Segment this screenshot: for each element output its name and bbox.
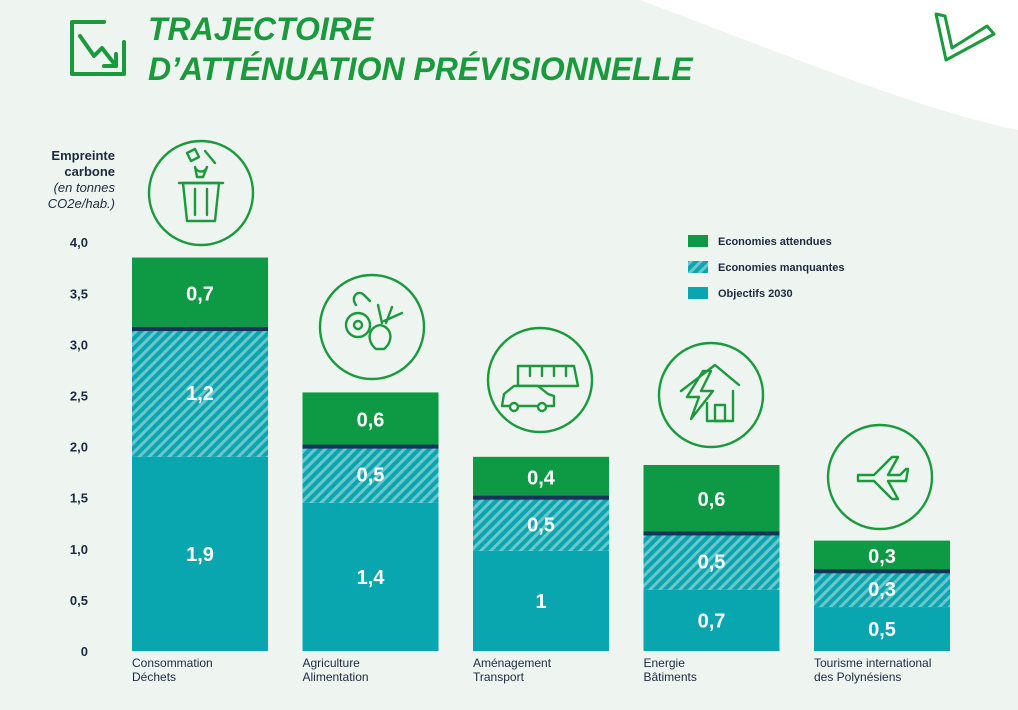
bar-label-objectifs-2030-2: 1 [535,591,546,613]
legend-swatch-attendues [688,235,708,247]
y-axis-ticks: 0 0,5 1,0 1,5 2,0 2,5 3,0 3,5 4,0 [70,235,88,659]
bar-economies-manquantes-1 [302,446,439,503]
category-label-0-line2: Déchets [132,670,176,684]
waste-bin-icon [147,139,255,247]
y-tick-7: 3,5 [70,286,88,301]
bar-label-economies-attendues-2: 0,4 [527,467,556,489]
vehicles-icon [486,326,594,434]
legend-label-manquantes: Economies manquantes [718,262,845,274]
category-label-3-line2: Bâtiments [644,670,697,684]
bar-economies-attendues-0 [132,257,268,330]
airplane-icon [826,423,934,531]
bar-objectifs-2030-2 [473,550,609,651]
bar-label-economies-attendues-0: 0,7 [186,283,214,305]
bar-objectifs-2030-3 [643,589,780,651]
bar-label-economies-manquantes-0: 1,2 [186,383,214,405]
bar-label-objectifs-2030-3: 0,7 [698,610,726,632]
bar-economies-attendues-1 [302,392,439,447]
bar-label-economies-attendues-3: 0,6 [698,489,726,511]
category-label-2-line2: Transport [473,670,525,684]
trend-down-logo-icon [70,20,126,76]
y-tick-6: 3,0 [70,337,88,352]
bar-label-economies-manquantes-1: 0,5 [357,465,385,487]
category-label-3-line1: Energie [644,656,686,670]
y-axis-label-line2: carbone [64,164,115,179]
bar-label-economies-manquantes-4: 0,3 [868,579,896,601]
category-label-0-line1: Consommation [132,656,213,670]
category-label-4-line1: Tourisme international [814,656,931,670]
legend-swatch-objectifs [688,287,708,299]
bar-objectifs-2030-1 [302,502,439,651]
y-tick-3: 1,5 [70,491,88,506]
page-title-line2: D’ATTÉNUATION PRÉVISIONNELLE [148,51,694,87]
food-icon [318,273,426,381]
bar-label-economies-manquantes-2: 0,5 [527,514,555,536]
bar-label-objectifs-2030-0: 1,9 [186,544,214,566]
bar-economies-attendues-3 [643,464,780,534]
bars [132,257,950,651]
house-energy-icon [657,341,765,449]
y-axis-label-line3: (en tonnes [54,180,116,195]
y-axis-label-line4: CO2e/hab.) [48,196,115,211]
bar-separator-1 [302,444,439,449]
bar-label-economies-attendues-4: 0,3 [868,546,896,568]
category-label-2-line1: Aménagement [473,656,552,670]
bar-separator-2 [473,495,609,500]
bar-economies-manquantes-2 [473,497,609,551]
brand-check-icon [934,12,996,62]
bar-label-economies-manquantes-3: 0,5 [698,552,726,574]
bar-economies-attendues-4 [814,540,950,572]
bar-separator-4 [814,569,950,574]
bar-economies-attendues-2 [473,456,609,498]
y-tick-4: 2,0 [70,440,88,455]
y-tick-0: 0 [81,644,88,659]
legend: Economies attendues Economies manquantes… [688,235,845,300]
y-tick-8: 4,0 [70,235,88,250]
bar-objectifs-2030-4 [814,607,950,651]
bar-economies-manquantes-0 [132,329,268,457]
page-title-line1: TRAJECTOIRE [148,11,375,47]
legend-label-objectifs: Objectifs 2030 [718,288,793,300]
category-label-4-line2: des Polynésiens [814,670,901,684]
bar-separator-3 [643,531,780,536]
legend-label-attendues: Economies attendues [718,236,832,248]
bar-separator-0 [132,327,268,332]
bar-labels: 1,9 1,2 0,7 1,4 0,5 0,6 1 0,5 0,4 0,7 0,5 0,6 0,5 0,3… [186,283,896,641]
bar-economies-manquantes-4 [814,571,950,608]
bar-objectifs-2030-0 [132,456,268,651]
category-label-1-line1: Agriculture [303,656,361,670]
bar-label-objectifs-2030-4: 0,5 [868,619,896,641]
background-wave [640,0,1018,130]
y-axis-label-line1: Empreinte [51,148,115,163]
legend-swatch-manquantes [688,261,708,273]
bar-label-objectifs-2030-1: 1,4 [357,567,386,589]
bar-economies-manquantes-3 [643,533,780,590]
bar-label-economies-attendues-1: 0,6 [357,410,385,432]
y-tick-5: 2,5 [70,389,88,404]
y-tick-2: 1,0 [70,542,88,557]
y-tick-1: 0,5 [70,593,88,608]
category-label-1-line2: Alimentation [303,670,369,684]
